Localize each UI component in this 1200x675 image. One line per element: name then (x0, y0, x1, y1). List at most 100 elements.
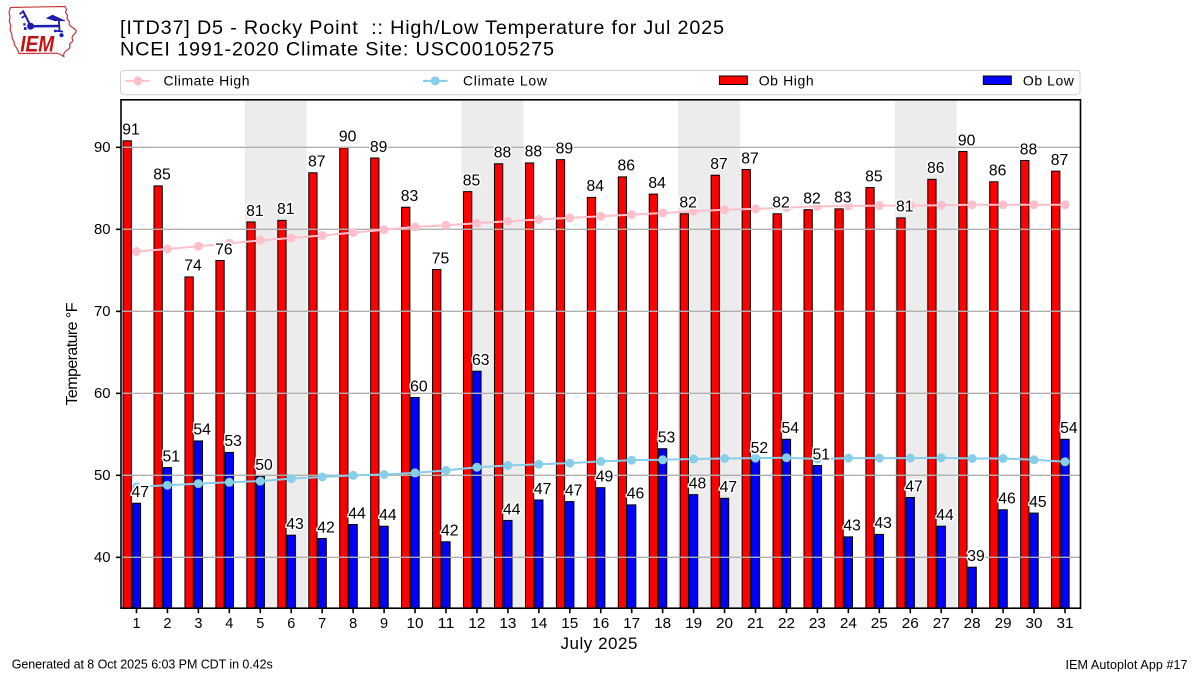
svg-text:52: 52 (751, 440, 769, 457)
svg-text:48: 48 (689, 475, 707, 492)
svg-text:60: 60 (94, 386, 111, 402)
svg-text:87: 87 (1051, 152, 1069, 169)
svg-text:21: 21 (747, 616, 764, 632)
svg-text:51: 51 (813, 446, 831, 463)
svg-text:49: 49 (596, 469, 614, 486)
svg-text:83: 83 (401, 188, 419, 205)
svg-text:88: 88 (525, 144, 543, 161)
svg-text:44: 44 (936, 507, 954, 524)
svg-text:July 2025: July 2025 (561, 634, 638, 653)
svg-text:85: 85 (463, 172, 481, 189)
svg-text:90: 90 (958, 132, 976, 149)
svg-text:6: 6 (287, 616, 295, 632)
svg-text:45: 45 (1029, 494, 1047, 511)
svg-text:42: 42 (441, 523, 459, 540)
svg-text:87: 87 (1051, 152, 1069, 169)
svg-text:17: 17 (623, 616, 640, 632)
svg-text:81: 81 (277, 201, 295, 218)
svg-text:86: 86 (989, 163, 1007, 180)
svg-text:88: 88 (525, 144, 543, 161)
svg-text:83: 83 (834, 190, 852, 207)
svg-text:70: 70 (94, 304, 111, 320)
svg-text:54: 54 (193, 422, 211, 439)
svg-text:NCEI 1991-2020 Climate Site: U: NCEI 1991-2020 Climate Site: USC00105275 (120, 39, 554, 61)
svg-text:9: 9 (380, 616, 388, 632)
svg-text:28: 28 (964, 616, 981, 632)
svg-text:8: 8 (349, 616, 357, 632)
svg-text:82: 82 (679, 195, 697, 212)
svg-text:60: 60 (410, 378, 428, 395)
svg-text:89: 89 (370, 139, 388, 156)
svg-text:82: 82 (772, 195, 790, 212)
svg-text:91: 91 (122, 122, 140, 139)
svg-text:86: 86 (618, 158, 636, 175)
svg-text:[ITD37] D5 - Rocky Point :: H: [ITD37] D5 - Rocky Point :: High/Low Tem… (120, 17, 724, 39)
svg-text:63: 63 (472, 352, 490, 369)
svg-text:44: 44 (348, 505, 366, 522)
svg-text:82: 82 (679, 195, 697, 212)
svg-text:86: 86 (618, 158, 636, 175)
svg-text:42: 42 (317, 519, 335, 536)
svg-text:43: 43 (843, 518, 861, 535)
svg-text:18: 18 (654, 616, 671, 632)
svg-text:43: 43 (874, 515, 892, 532)
svg-text:85: 85 (865, 168, 883, 185)
svg-text:45: 45 (1029, 494, 1047, 511)
svg-text:27: 27 (933, 616, 950, 632)
svg-text:42: 42 (317, 519, 335, 536)
svg-text:54: 54 (193, 422, 211, 439)
svg-text:80: 80 (94, 222, 111, 238)
svg-text:90: 90 (958, 132, 976, 149)
svg-text:88: 88 (1020, 141, 1038, 158)
svg-text:Climate High: Climate High (164, 73, 250, 89)
svg-text:47: 47 (720, 479, 738, 496)
svg-text:87: 87 (710, 156, 728, 173)
svg-text:44: 44 (503, 501, 521, 518)
svg-text:53: 53 (224, 433, 242, 450)
svg-text:49: 49 (596, 469, 614, 486)
svg-text:29: 29 (995, 616, 1012, 632)
svg-text:10: 10 (407, 616, 424, 632)
svg-text:15: 15 (561, 616, 578, 632)
svg-text:13: 13 (499, 616, 516, 632)
svg-text:54: 54 (782, 420, 800, 437)
svg-text:84: 84 (648, 175, 666, 192)
svg-text:24: 24 (840, 616, 857, 632)
svg-text:Temperature °F: Temperature °F (64, 302, 81, 405)
svg-text:81: 81 (246, 203, 264, 220)
svg-text:IEM: IEM (20, 32, 55, 57)
svg-text:12: 12 (468, 616, 485, 632)
svg-text:4: 4 (225, 616, 233, 632)
svg-text:86: 86 (927, 160, 945, 177)
svg-text:75: 75 (432, 250, 450, 267)
svg-text:23: 23 (809, 616, 826, 632)
svg-text:90: 90 (339, 129, 357, 146)
svg-text:50: 50 (94, 468, 111, 484)
svg-text:47: 47 (565, 482, 583, 499)
svg-text:44: 44 (503, 501, 521, 518)
svg-text:43: 43 (843, 518, 861, 535)
svg-text:47: 47 (905, 478, 923, 495)
svg-text:44: 44 (936, 507, 954, 524)
svg-text:Ob Low: Ob Low (1023, 73, 1075, 89)
svg-text:2: 2 (163, 616, 171, 632)
svg-text:85: 85 (153, 167, 171, 184)
svg-text:81: 81 (277, 201, 295, 218)
svg-text:52: 52 (751, 440, 769, 457)
svg-text:82: 82 (803, 191, 821, 208)
svg-text:39: 39 (967, 548, 985, 565)
svg-text:11: 11 (437, 616, 454, 632)
svg-text:74: 74 (184, 258, 202, 275)
svg-text:51: 51 (163, 448, 181, 465)
svg-text:3: 3 (194, 616, 202, 632)
svg-text:81: 81 (896, 199, 914, 216)
svg-text:74: 74 (184, 258, 202, 275)
svg-text:85: 85 (153, 167, 171, 184)
svg-text:54: 54 (782, 420, 800, 437)
svg-text:19: 19 (685, 616, 702, 632)
svg-text:84: 84 (648, 175, 666, 192)
svg-text:30: 30 (1026, 616, 1043, 632)
svg-text:47: 47 (132, 484, 150, 501)
svg-text:76: 76 (215, 241, 233, 258)
svg-text:76: 76 (215, 241, 233, 258)
